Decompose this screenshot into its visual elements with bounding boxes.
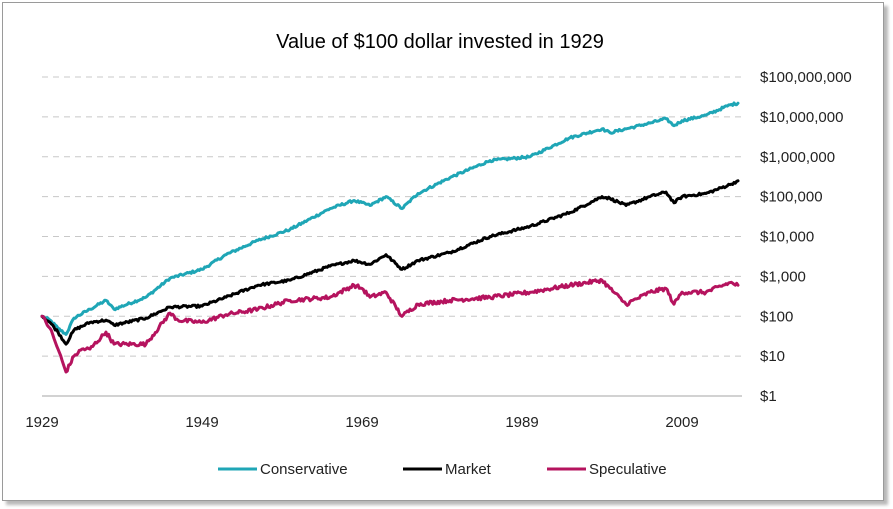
x-tick-label: 2009 <box>665 414 698 431</box>
chart-frame <box>2 2 884 501</box>
y-tick-label: $10 <box>760 348 785 365</box>
y-tick-label: $1 <box>760 388 777 405</box>
x-tick-label: 1929 <box>25 414 58 431</box>
legend-label-conservative: Conservative <box>260 461 348 478</box>
series-line-market <box>40 179 740 346</box>
y-tick-label: $100,000 <box>760 189 823 206</box>
y-tick-label: $1,000 <box>760 268 806 285</box>
legend-label-speculative: Speculative <box>589 461 667 478</box>
series-line-conservative <box>40 101 740 336</box>
series-line-speculative <box>40 278 740 374</box>
y-tick-label: $100,000,000 <box>760 69 852 86</box>
x-tick-label: 1969 <box>345 414 378 431</box>
y-tick-label: $10,000 <box>760 229 814 246</box>
x-tick-label: 1989 <box>505 414 538 431</box>
series-lines <box>40 101 740 374</box>
y-tick-label: $100 <box>760 308 793 325</box>
y-tick-label: $1,000,000 <box>760 149 835 166</box>
chart-title: Value of $100 dollar invested in 1929 <box>276 31 604 53</box>
y-axis-labels: $1 $10 $100 $1,000 $10,000 $100,000 $1,000,000… <box>760 69 852 405</box>
gridlines <box>42 76 742 357</box>
legend: Conservative Market Speculative <box>218 461 667 478</box>
y-tick-label: $10,000,000 <box>760 109 843 126</box>
legend-label-market: Market <box>445 461 492 478</box>
x-tick-label: 1949 <box>185 414 218 431</box>
x-axis-labels: 1929 1949 1969 1989 2009 <box>25 414 698 431</box>
